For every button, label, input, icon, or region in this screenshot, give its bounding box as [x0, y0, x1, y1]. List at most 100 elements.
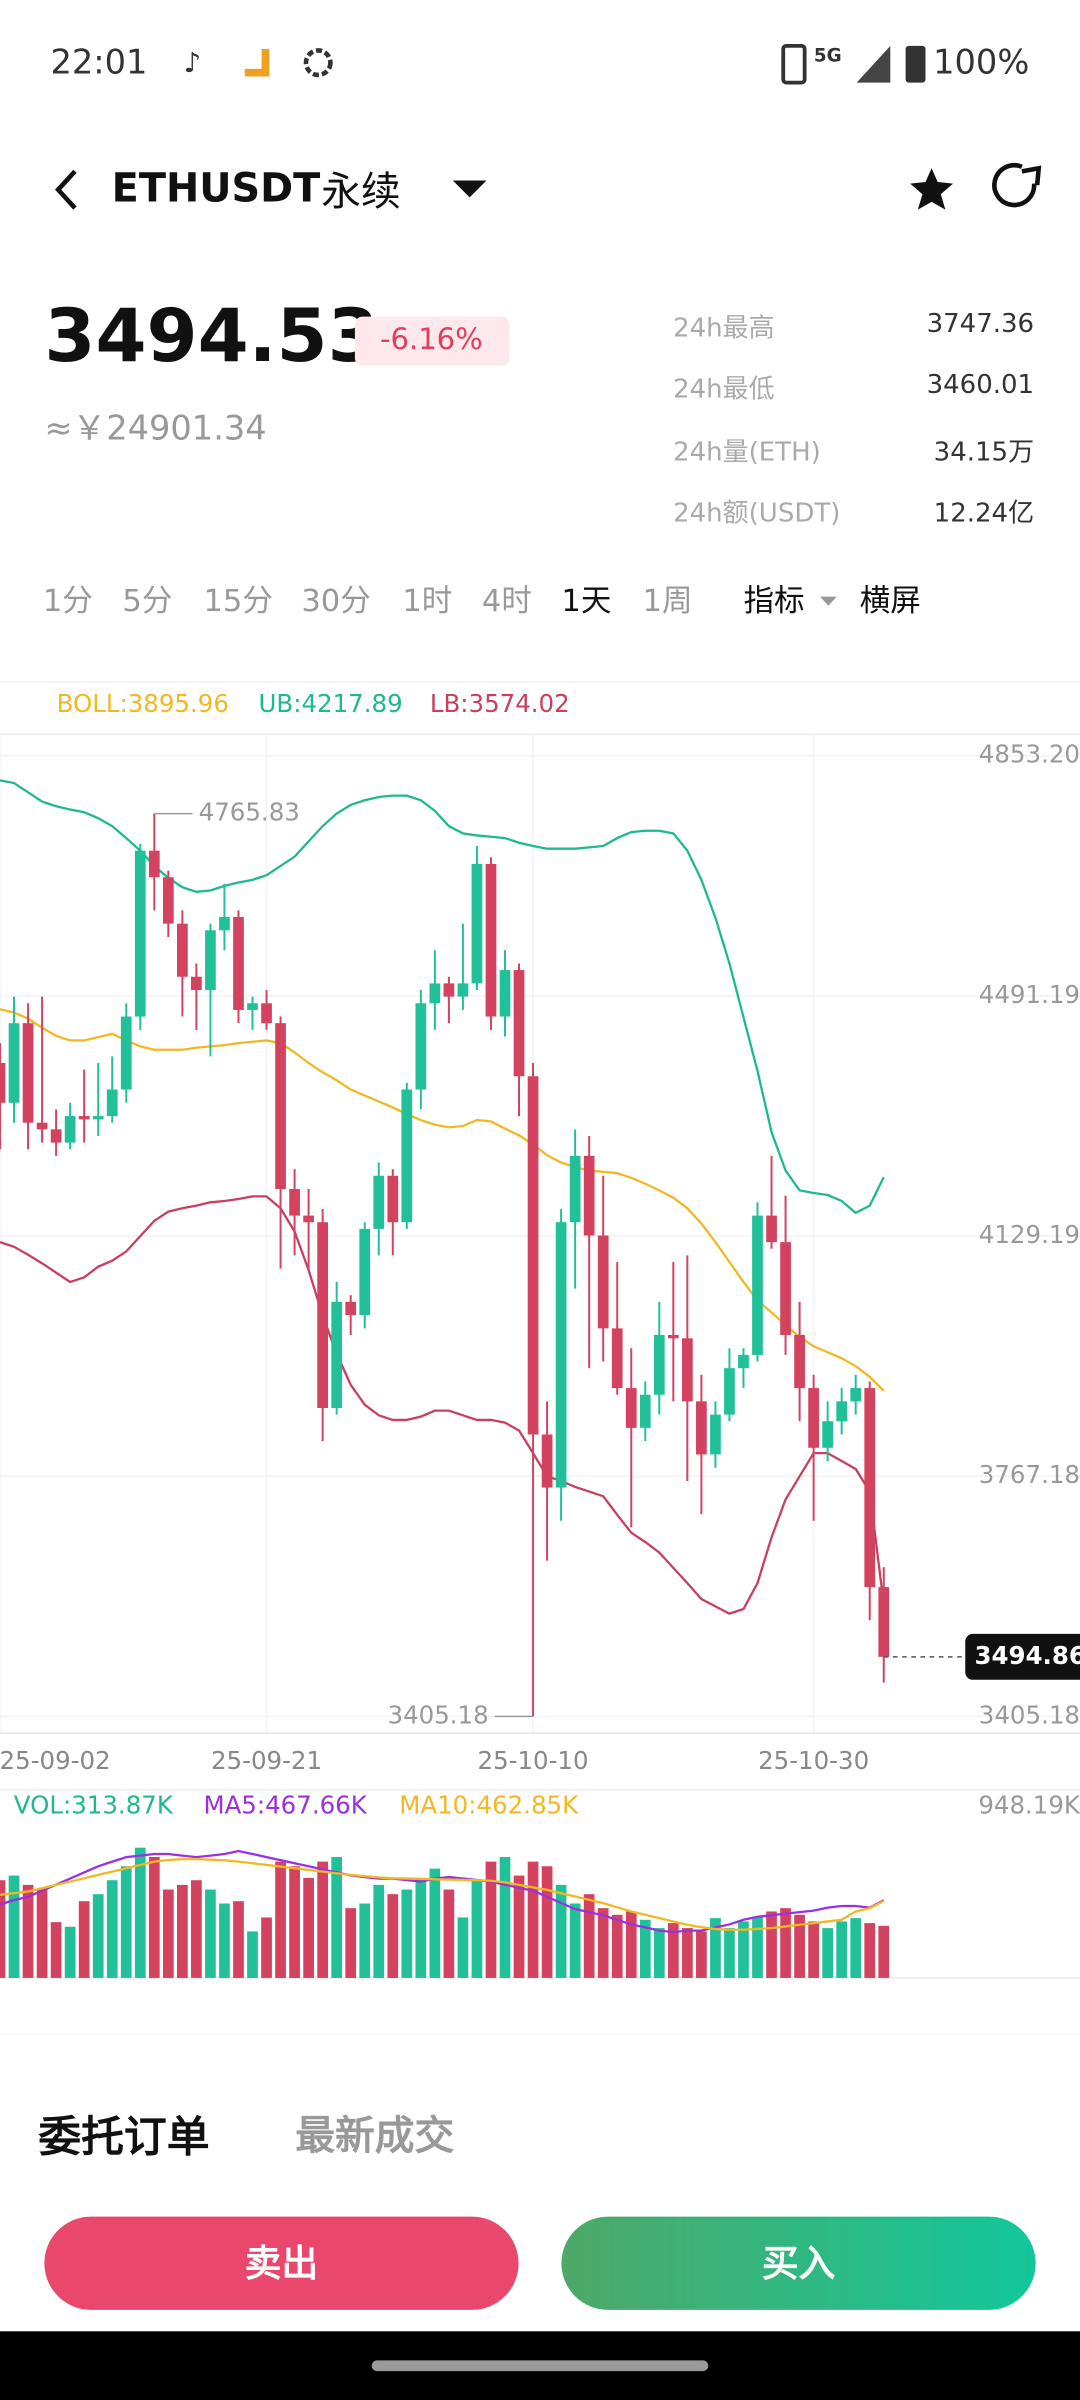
app-icon	[244, 48, 270, 77]
indicator-caret[interactable]	[819, 596, 837, 606]
contract[interactable]: 永续	[321, 169, 401, 215]
volume-bar	[682, 1928, 693, 1978]
buy-button[interactable]	[561, 2216, 1036, 2310]
volume-bar	[0, 1880, 6, 1978]
interval-tab[interactable]: 4时	[482, 584, 532, 619]
volume-tick-label: 948.19K	[978, 1791, 1080, 1820]
candle-body	[766, 1215, 777, 1243]
candle-body	[597, 1235, 609, 1329]
volume-bar	[780, 1908, 791, 1978]
share-button[interactable]	[992, 162, 1042, 208]
candle-body	[485, 863, 497, 1017]
candle-body	[864, 1388, 876, 1588]
volume-bar	[345, 1908, 357, 1978]
low-label: 3405.18	[388, 1700, 489, 1729]
sell-label[interactable]: 卖出	[245, 2242, 318, 2285]
last-price: 3494.53	[44, 294, 378, 379]
candle-body	[317, 1222, 328, 1408]
volume-bar	[205, 1889, 216, 1978]
y-tick-label: 3767.18	[979, 1460, 1080, 1489]
last-price-tag	[965, 1633, 1080, 1680]
volume-bar	[541, 1866, 553, 1978]
candle-body	[0, 1062, 6, 1103]
volume-bar	[611, 1914, 623, 1978]
candle-body	[22, 1023, 34, 1123]
sell-button[interactable]	[44, 2216, 519, 2310]
indicator-label: BOLL:3895.96	[57, 689, 229, 718]
tab[interactable]: 委托订单	[38, 2113, 209, 2163]
volume-bar	[569, 1903, 581, 1978]
candle-body	[247, 1003, 258, 1010]
last-price-label: 3494.86	[974, 1641, 1080, 1670]
candle-body	[401, 1089, 413, 1223]
favorite-button[interactable]	[910, 168, 954, 210]
candle-body	[275, 1023, 286, 1190]
volume-bar	[303, 1877, 314, 1978]
volume-bar	[738, 1921, 749, 1978]
candle-body	[261, 1003, 272, 1024]
volume-bar	[597, 1908, 609, 1978]
candle-body	[373, 1175, 385, 1229]
volume-bar	[36, 1889, 48, 1978]
candle-body	[878, 1587, 890, 1657]
volume-bar	[794, 1914, 805, 1978]
volume-bar	[766, 1911, 777, 1978]
candle-body	[639, 1394, 651, 1428]
volume-bar	[485, 1861, 497, 1978]
interval-tab[interactable]: 15分	[203, 584, 273, 619]
volume-bar	[233, 1901, 244, 1978]
candle-body	[148, 850, 160, 878]
volume-bar	[401, 1889, 413, 1978]
candle-body	[513, 970, 525, 1077]
stat-value: 3460.01	[927, 370, 1035, 400]
buy-label[interactable]: 买入	[762, 2242, 836, 2285]
tab[interactable]: 最新成交	[295, 2113, 454, 2159]
volume-bar	[134, 1847, 146, 1978]
candle-body	[822, 1421, 833, 1448]
candle-body	[499, 970, 511, 1017]
volume-bar	[120, 1866, 132, 1978]
stat-label: 24h最低	[673, 375, 775, 405]
candle-body	[78, 1116, 90, 1120]
interval-tab[interactable]: 1分	[43, 584, 93, 619]
candle-body	[653, 1335, 665, 1395]
volume-bar	[639, 1919, 651, 1978]
stat-label: 24h最高	[673, 313, 775, 343]
volume-bar	[275, 1861, 286, 1978]
volume-ma-line	[0, 1849, 885, 1934]
battery: 100%	[933, 43, 1029, 82]
interval-tab[interactable]: 5分	[122, 584, 172, 619]
candle-body	[808, 1388, 819, 1448]
symbol[interactable]: ETHUSDT	[112, 166, 321, 212]
change: -6.16%	[380, 322, 483, 356]
interval-tab[interactable]: 1时	[402, 584, 452, 619]
dropdown-icon[interactable]	[452, 180, 487, 198]
stat-value: 34.15万	[934, 437, 1034, 467]
volume-bar	[148, 1856, 160, 1978]
volume-bar	[667, 1923, 679, 1978]
volume-bar	[331, 1856, 343, 1978]
indicator-menu[interactable]: 指标	[743, 584, 804, 619]
y-tick-label: 4129.19	[979, 1220, 1080, 1249]
landscape-button[interactable]: 横屏	[860, 584, 921, 619]
interval-tab[interactable]: 30分	[301, 584, 370, 619]
volume-bar	[864, 1923, 876, 1978]
candle-body	[36, 1122, 48, 1130]
x-tick-label: 25-09-02	[0, 1746, 111, 1775]
change-badge	[354, 316, 510, 366]
volume-bar	[415, 1877, 427, 1978]
cny-price: ≈￥24901.34	[44, 408, 266, 447]
interval-tab[interactable]: 1天	[561, 584, 611, 619]
volume-bar	[162, 1889, 174, 1978]
home-indicator[interactable]	[371, 2360, 709, 2372]
candle-body	[611, 1328, 623, 1389]
high-label: 4765.83	[199, 798, 300, 827]
interval-tab[interactable]: 1周	[642, 584, 692, 619]
indicator-label: LB:3574.02	[430, 689, 570, 718]
back-button[interactable]	[55, 169, 77, 210]
volume-bar	[724, 1928, 735, 1978]
volume-bar	[850, 1918, 862, 1978]
volume-bar	[289, 1866, 300, 1978]
indicator-line	[0, 1195, 885, 1615]
